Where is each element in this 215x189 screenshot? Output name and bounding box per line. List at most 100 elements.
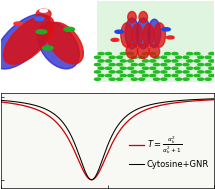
Line: Cytosine+GNR: Cytosine+GNR [1,99,214,180]
Circle shape [109,71,115,73]
Circle shape [150,74,156,77]
Circle shape [106,53,111,55]
Ellipse shape [46,22,83,64]
Circle shape [98,67,104,69]
FancyBboxPatch shape [97,1,214,82]
Ellipse shape [149,45,160,58]
Circle shape [172,60,178,62]
Circle shape [139,78,145,80]
Cytosine+GNR [90,179,93,181]
Ellipse shape [126,44,138,59]
Circle shape [164,67,170,69]
Circle shape [176,56,182,58]
Circle shape [198,71,204,73]
Circle shape [161,64,167,66]
Circle shape [128,53,134,55]
Circle shape [117,64,123,66]
Circle shape [64,27,75,31]
Circle shape [109,56,115,58]
Circle shape [150,53,156,55]
Circle shape [183,64,189,66]
Ellipse shape [132,24,143,46]
Circle shape [111,38,119,41]
Circle shape [154,56,160,58]
Circle shape [14,22,22,25]
Circle shape [194,67,200,69]
Circle shape [94,78,100,80]
Circle shape [161,71,167,73]
$T = \frac{\alpha_k^2}{\alpha_k^2 + 1}$ [24,105,27,107]
Circle shape [183,71,189,73]
Circle shape [176,78,182,80]
Circle shape [187,60,193,62]
Circle shape [150,60,156,62]
Circle shape [131,56,137,58]
Ellipse shape [148,19,161,48]
Ellipse shape [38,22,79,69]
Circle shape [187,67,193,69]
Circle shape [172,67,178,69]
Ellipse shape [154,23,166,47]
Circle shape [109,64,115,66]
Cytosine+GNR [91,179,93,181]
Circle shape [139,64,145,66]
Ellipse shape [4,15,54,64]
Circle shape [94,64,100,66]
Circle shape [183,56,189,58]
Circle shape [194,60,200,62]
Circle shape [94,71,100,73]
Circle shape [205,64,211,66]
Ellipse shape [36,9,51,19]
Circle shape [209,67,215,69]
$T = \frac{\alpha_k^2}{\alpha_k^2 + 1}$ [209,99,211,101]
Cytosine+GNR [24,102,27,104]
Cytosine+GNR [0,99,2,101]
$T = \frac{\alpha_k^2}{\alpha_k^2 + 1}$ [0,101,2,103]
Circle shape [209,53,215,55]
Circle shape [98,60,104,62]
Circle shape [142,60,148,62]
Ellipse shape [136,18,150,49]
Circle shape [139,56,145,58]
Circle shape [198,78,204,80]
Circle shape [187,53,193,55]
Cytosine+GNR [209,98,211,100]
Circle shape [187,74,193,77]
Circle shape [106,60,111,62]
Ellipse shape [0,14,51,69]
Cytosine+GNR [186,99,188,101]
Circle shape [161,56,167,58]
Ellipse shape [128,12,136,23]
Circle shape [35,17,44,21]
Circle shape [98,53,104,55]
$T = \frac{\alpha_k^2}{\alpha_k^2 + 1}$ [186,100,188,103]
Circle shape [209,74,215,77]
Circle shape [205,56,211,58]
Circle shape [128,60,134,62]
Circle shape [117,56,123,58]
$T = \frac{\alpha_k^2}{\alpha_k^2 + 1}$ [90,179,93,181]
$T = \frac{\alpha_k^2}{\alpha_k^2 + 1}$ [81,168,84,170]
Line: $T = \frac{\alpha_k^2}{\alpha_k^2 + 1}$: $T = \frac{\alpha_k^2}{\alpha_k^2 + 1}$ [1,100,214,180]
Circle shape [198,64,204,66]
Cytosine+GNR [213,98,215,100]
Ellipse shape [139,12,147,23]
Circle shape [161,78,167,80]
$T = \frac{\alpha_k^2}{\alpha_k^2 + 1}$ [37,109,39,111]
Circle shape [117,71,123,73]
Circle shape [205,71,211,73]
Circle shape [150,67,156,69]
Circle shape [131,71,137,73]
FancyBboxPatch shape [1,1,95,82]
Circle shape [205,78,211,80]
Circle shape [164,53,170,55]
Circle shape [98,74,104,77]
Circle shape [162,28,170,31]
Circle shape [142,67,148,69]
Circle shape [131,64,137,66]
Circle shape [120,53,126,55]
Ellipse shape [137,44,149,59]
$T = \frac{\alpha_k^2}{\alpha_k^2 + 1}$ [91,179,93,181]
Circle shape [164,74,170,77]
Circle shape [94,56,100,58]
